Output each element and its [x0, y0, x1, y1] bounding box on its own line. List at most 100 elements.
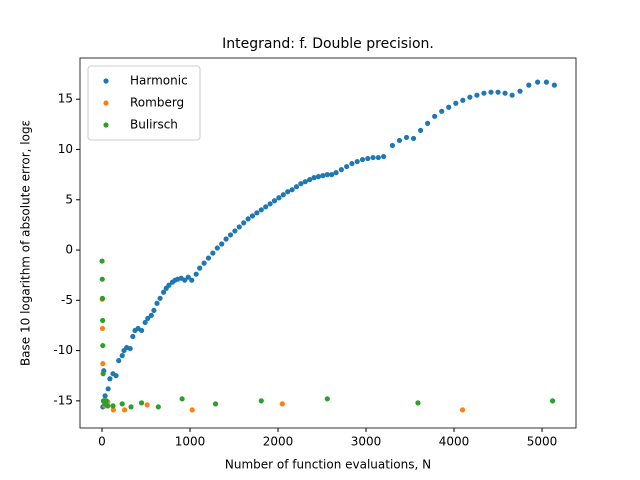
point — [210, 250, 216, 256]
point — [354, 158, 360, 165]
point — [99, 295, 106, 301]
point — [142, 319, 148, 326]
x-axis-label: Number of function evaluations, N — [225, 458, 431, 472]
point — [459, 407, 466, 413]
point — [100, 342, 106, 349]
point — [474, 92, 480, 98]
point — [302, 179, 308, 185]
point — [179, 396, 185, 402]
point — [415, 400, 421, 406]
chart-title: Integrand: f. Double precision. — [222, 36, 434, 52]
x-tick-label: 5000 — [527, 435, 558, 449]
point — [110, 407, 116, 413]
point — [99, 276, 105, 282]
point — [329, 172, 335, 178]
point — [279, 401, 285, 407]
point — [271, 198, 278, 204]
point — [417, 127, 424, 133]
point — [410, 135, 417, 142]
point — [276, 195, 282, 201]
y-tick-label: -5 — [61, 293, 73, 307]
point — [320, 173, 326, 179]
point — [370, 154, 376, 161]
point — [100, 317, 106, 324]
point — [495, 89, 501, 95]
point — [481, 90, 487, 96]
plot-frame — [79, 57, 577, 429]
legend-marker — [103, 78, 109, 84]
point — [344, 163, 350, 170]
point — [324, 396, 330, 402]
point — [100, 361, 106, 367]
point — [189, 407, 195, 413]
point — [144, 402, 150, 408]
point — [155, 404, 161, 410]
y-tick-label: 5 — [65, 192, 73, 206]
point — [107, 376, 113, 382]
point — [543, 79, 550, 85]
point — [245, 216, 251, 222]
point — [359, 156, 366, 163]
point — [157, 295, 163, 301]
point — [113, 373, 119, 379]
point — [151, 307, 157, 313]
point — [439, 108, 445, 114]
point — [285, 189, 291, 195]
point — [161, 289, 167, 295]
legend-marker — [103, 100, 109, 106]
point — [205, 255, 212, 261]
point — [154, 300, 160, 306]
point — [102, 393, 108, 399]
point — [182, 277, 188, 283]
point — [189, 277, 195, 283]
point — [223, 236, 229, 242]
point — [122, 407, 128, 413]
point — [139, 400, 145, 406]
point — [467, 94, 473, 100]
point — [145, 315, 151, 322]
point — [119, 353, 125, 359]
point — [403, 134, 410, 141]
point — [389, 142, 396, 149]
point — [526, 82, 532, 88]
point — [110, 403, 116, 409]
point — [193, 271, 199, 277]
point — [315, 174, 322, 180]
point — [298, 181, 304, 187]
point — [263, 204, 269, 210]
legend-label: Bulirsch — [130, 118, 178, 132]
point — [130, 333, 136, 340]
y-tick-label: 10 — [58, 142, 73, 156]
point — [241, 220, 247, 226]
point — [197, 265, 203, 271]
point — [128, 404, 134, 410]
point — [549, 398, 556, 404]
point — [460, 97, 466, 103]
point — [535, 79, 541, 85]
point — [396, 137, 403, 144]
point — [236, 224, 242, 230]
point — [365, 155, 371, 162]
y-tick-label: 0 — [65, 243, 73, 257]
legend-label: Romberg — [130, 96, 184, 110]
legend-marker — [103, 122, 109, 128]
point — [381, 153, 387, 160]
point — [185, 274, 191, 280]
x-tick-label: 3000 — [351, 435, 382, 449]
point — [551, 82, 557, 88]
point — [214, 245, 220, 251]
x-tick-label: 1000 — [175, 435, 206, 449]
point — [219, 241, 225, 247]
point — [267, 201, 273, 207]
point — [289, 187, 295, 193]
point — [375, 154, 381, 161]
point — [517, 88, 523, 94]
y-tick-label: -10 — [53, 343, 73, 357]
point — [307, 177, 313, 183]
point — [212, 401, 219, 407]
point — [293, 184, 300, 190]
point — [349, 160, 355, 167]
point — [100, 371, 106, 377]
point — [502, 90, 508, 96]
